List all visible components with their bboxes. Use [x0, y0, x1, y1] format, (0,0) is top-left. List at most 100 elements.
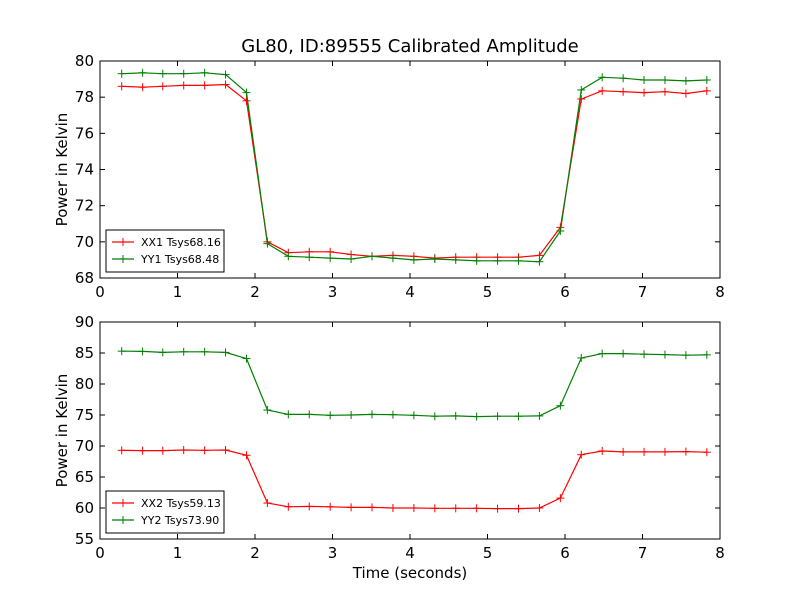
data-point — [263, 239, 272, 248]
data-point — [221, 446, 230, 455]
data-point — [535, 504, 544, 512]
data-point — [179, 347, 188, 356]
legend-label: YY1 Tsys68.48 — [140, 253, 219, 266]
data-point — [472, 412, 481, 421]
x-tick-label: 1 — [173, 283, 183, 301]
x-tick-label: 8 — [715, 544, 725, 562]
data-point — [493, 256, 502, 265]
data-point — [430, 504, 439, 513]
data-point — [430, 412, 439, 421]
y-tick-label: 80 — [75, 52, 94, 70]
x-tick-label: 5 — [483, 544, 493, 562]
data-point — [556, 226, 565, 235]
data-point — [409, 504, 418, 512]
x-tick-label: 3 — [328, 544, 338, 562]
data-point — [368, 252, 377, 261]
legend: XX1 Tsys68.16 YY1 Tsys68.48 — [105, 229, 225, 273]
data-point — [179, 81, 188, 90]
data-point — [681, 447, 690, 456]
data-point — [200, 347, 209, 356]
data-point — [221, 348, 230, 357]
y-tick-label: 70 — [75, 233, 94, 251]
data-point — [138, 83, 147, 92]
data-point — [660, 447, 669, 456]
data-point — [388, 504, 397, 512]
data-point — [409, 411, 418, 420]
data-point — [660, 75, 669, 84]
y-tick-label: 90 — [75, 313, 94, 331]
data-point — [660, 350, 669, 359]
x-tick-label: 3 — [328, 283, 338, 301]
data-point — [138, 446, 147, 455]
y-tick-label: 70 — [75, 437, 94, 455]
data-point — [138, 68, 147, 77]
data-point — [284, 502, 293, 511]
data-point — [577, 353, 586, 362]
y-tick-label: 74 — [75, 161, 94, 179]
data-point — [158, 348, 167, 357]
data-point — [158, 69, 167, 78]
data-point — [619, 87, 628, 96]
data-point — [619, 74, 628, 83]
data-point — [347, 255, 356, 264]
y-tick-label: 85 — [75, 344, 94, 362]
data-point — [368, 410, 377, 419]
bottom-panel: 0 1 2 3 4 5 6 7 8 55 60 65 70 75 80 85 90 Power in Kelvin… — [53, 313, 725, 582]
legend-box — [105, 490, 225, 534]
data-point — [388, 254, 397, 263]
data-point — [326, 254, 335, 263]
data-point — [117, 82, 126, 91]
data-point — [451, 504, 460, 513]
data-point — [221, 70, 230, 79]
data-point — [514, 256, 523, 265]
legend: XX2 Tsys59.13 YY2 Tsys73.90 — [105, 490, 225, 534]
data-point — [493, 504, 502, 513]
data-point — [179, 69, 188, 78]
x-tick-label: 6 — [560, 544, 570, 562]
data-point — [242, 451, 251, 460]
x-tick-label: 7 — [638, 544, 648, 562]
data-point — [598, 73, 607, 82]
x-tick-label: 0 — [95, 544, 105, 562]
x-tick-label: 8 — [715, 283, 725, 301]
data-point — [514, 504, 523, 513]
data-point — [702, 350, 711, 359]
data-point — [598, 446, 607, 455]
x-tick-label: 4 — [405, 283, 415, 301]
x-tick-label: 1 — [173, 544, 183, 562]
legend-label: YY2 Tsys73.90 — [140, 514, 219, 527]
data-point — [200, 68, 209, 77]
legend-label: XX1 Tsys68.16 — [141, 236, 221, 249]
data-point — [221, 80, 230, 89]
data-point — [619, 349, 628, 358]
data-point — [117, 446, 126, 455]
data-point — [577, 450, 586, 459]
x-tick-label: 5 — [483, 283, 493, 301]
y-tick-label: 75 — [75, 406, 94, 424]
data-point — [598, 86, 607, 95]
y-axis-label: Power in Kelvin — [53, 374, 71, 488]
data-point — [430, 255, 439, 264]
data-point — [514, 412, 523, 421]
x-tick-label: 2 — [250, 544, 260, 562]
y-tick-label: 80 — [75, 375, 94, 393]
data-point — [284, 252, 293, 261]
legend-label: XX2 Tsys59.13 — [141, 497, 221, 510]
data-point — [577, 94, 586, 103]
data-point — [117, 347, 126, 356]
data-point — [451, 411, 460, 420]
x-tick-label: 4 — [405, 544, 415, 562]
y-tick-label: 55 — [75, 530, 94, 548]
data-point — [660, 87, 669, 96]
y-tick-label: 60 — [75, 499, 94, 517]
data-point — [409, 255, 418, 264]
data-point — [619, 447, 628, 456]
x-tick-label: 2 — [250, 283, 260, 301]
chart-title: GL80, ID:89555 Calibrated Amplitude — [241, 36, 579, 57]
x-tick-label: 0 — [95, 283, 105, 301]
data-point — [535, 411, 544, 420]
data-point — [702, 448, 711, 457]
data-point — [326, 502, 335, 511]
y-tick-label: 78 — [75, 88, 94, 106]
